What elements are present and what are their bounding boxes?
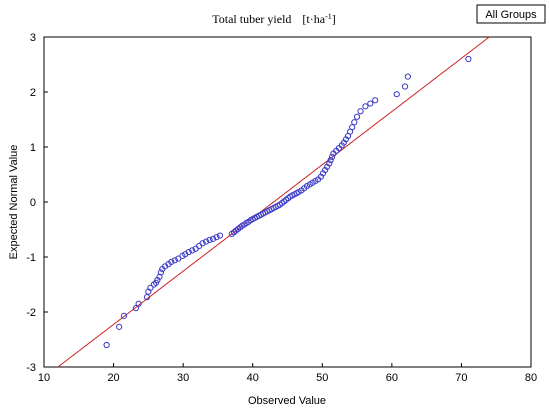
data-point	[401, 83, 409, 90]
data-point	[157, 269, 164, 276]
data-point	[327, 157, 334, 164]
x-tick-label: 80	[525, 372, 537, 384]
data-point	[351, 119, 358, 126]
x-tick-label: 50	[316, 372, 328, 384]
data-point	[209, 235, 217, 242]
y-tick-label: 1	[30, 142, 36, 154]
axis-ticks: 10 20 30 40 50 60 70 80 -3 -2 -1 0 1 2 3	[26, 32, 537, 384]
data-point	[199, 240, 206, 247]
x-tick-label: 20	[107, 372, 119, 384]
legend-label: All Groups	[485, 9, 537, 21]
x-axis-label: Observed Value	[248, 395, 326, 407]
reference-line-group	[57, 36, 490, 368]
data-point	[404, 73, 411, 80]
x-tick-label: 60	[386, 372, 398, 384]
reference-line	[57, 36, 490, 368]
y-tick-label: -2	[26, 307, 36, 319]
data-point	[372, 97, 379, 104]
data-point	[116, 323, 123, 330]
data-point	[135, 300, 142, 307]
legend: All Groups	[476, 4, 546, 24]
data-point	[328, 153, 336, 160]
chart-title-unit-sup: -1	[325, 12, 332, 21]
data-point	[393, 91, 400, 98]
legend-box	[476, 4, 546, 24]
chart-title-unit-close: ]	[332, 12, 336, 26]
y-tick-label: -3	[26, 362, 36, 374]
data-point	[353, 113, 361, 120]
y-tick-label: 2	[30, 87, 36, 99]
data-point	[349, 124, 356, 131]
chart-title: Total tuber yield [t·ha-1]	[212, 12, 335, 26]
data-point	[326, 160, 333, 167]
data-point	[120, 312, 128, 319]
data-point	[175, 255, 182, 262]
y-tick-label: 3	[30, 32, 36, 44]
data-point	[362, 103, 369, 110]
data-point	[171, 257, 178, 264]
data-point	[367, 100, 374, 107]
y-tick-label: 0	[30, 197, 36, 209]
x-tick-label: 30	[177, 372, 189, 384]
data-point	[103, 341, 110, 349]
data-point	[143, 294, 151, 301]
chart-title-main: Total tuber yield	[212, 12, 291, 26]
data-point	[213, 234, 220, 241]
data-point	[168, 258, 175, 266]
x-tick-label: 10	[38, 372, 50, 384]
data-point	[465, 55, 472, 63]
data-point	[203, 238, 210, 245]
data-points	[103, 55, 472, 349]
data-point	[147, 284, 154, 291]
x-tick-label: 40	[247, 372, 259, 384]
data-point	[189, 247, 196, 254]
data-point	[132, 305, 139, 312]
chart-title-unit: [t·ha	[302, 12, 325, 26]
data-point	[357, 108, 364, 115]
data-point	[185, 248, 192, 256]
data-point	[216, 232, 224, 239]
y-axis-label: Expected Normal Value	[8, 145, 20, 260]
data-point	[206, 236, 213, 244]
x-tick-label: 70	[455, 372, 467, 384]
y-tick-label: -1	[26, 252, 36, 264]
